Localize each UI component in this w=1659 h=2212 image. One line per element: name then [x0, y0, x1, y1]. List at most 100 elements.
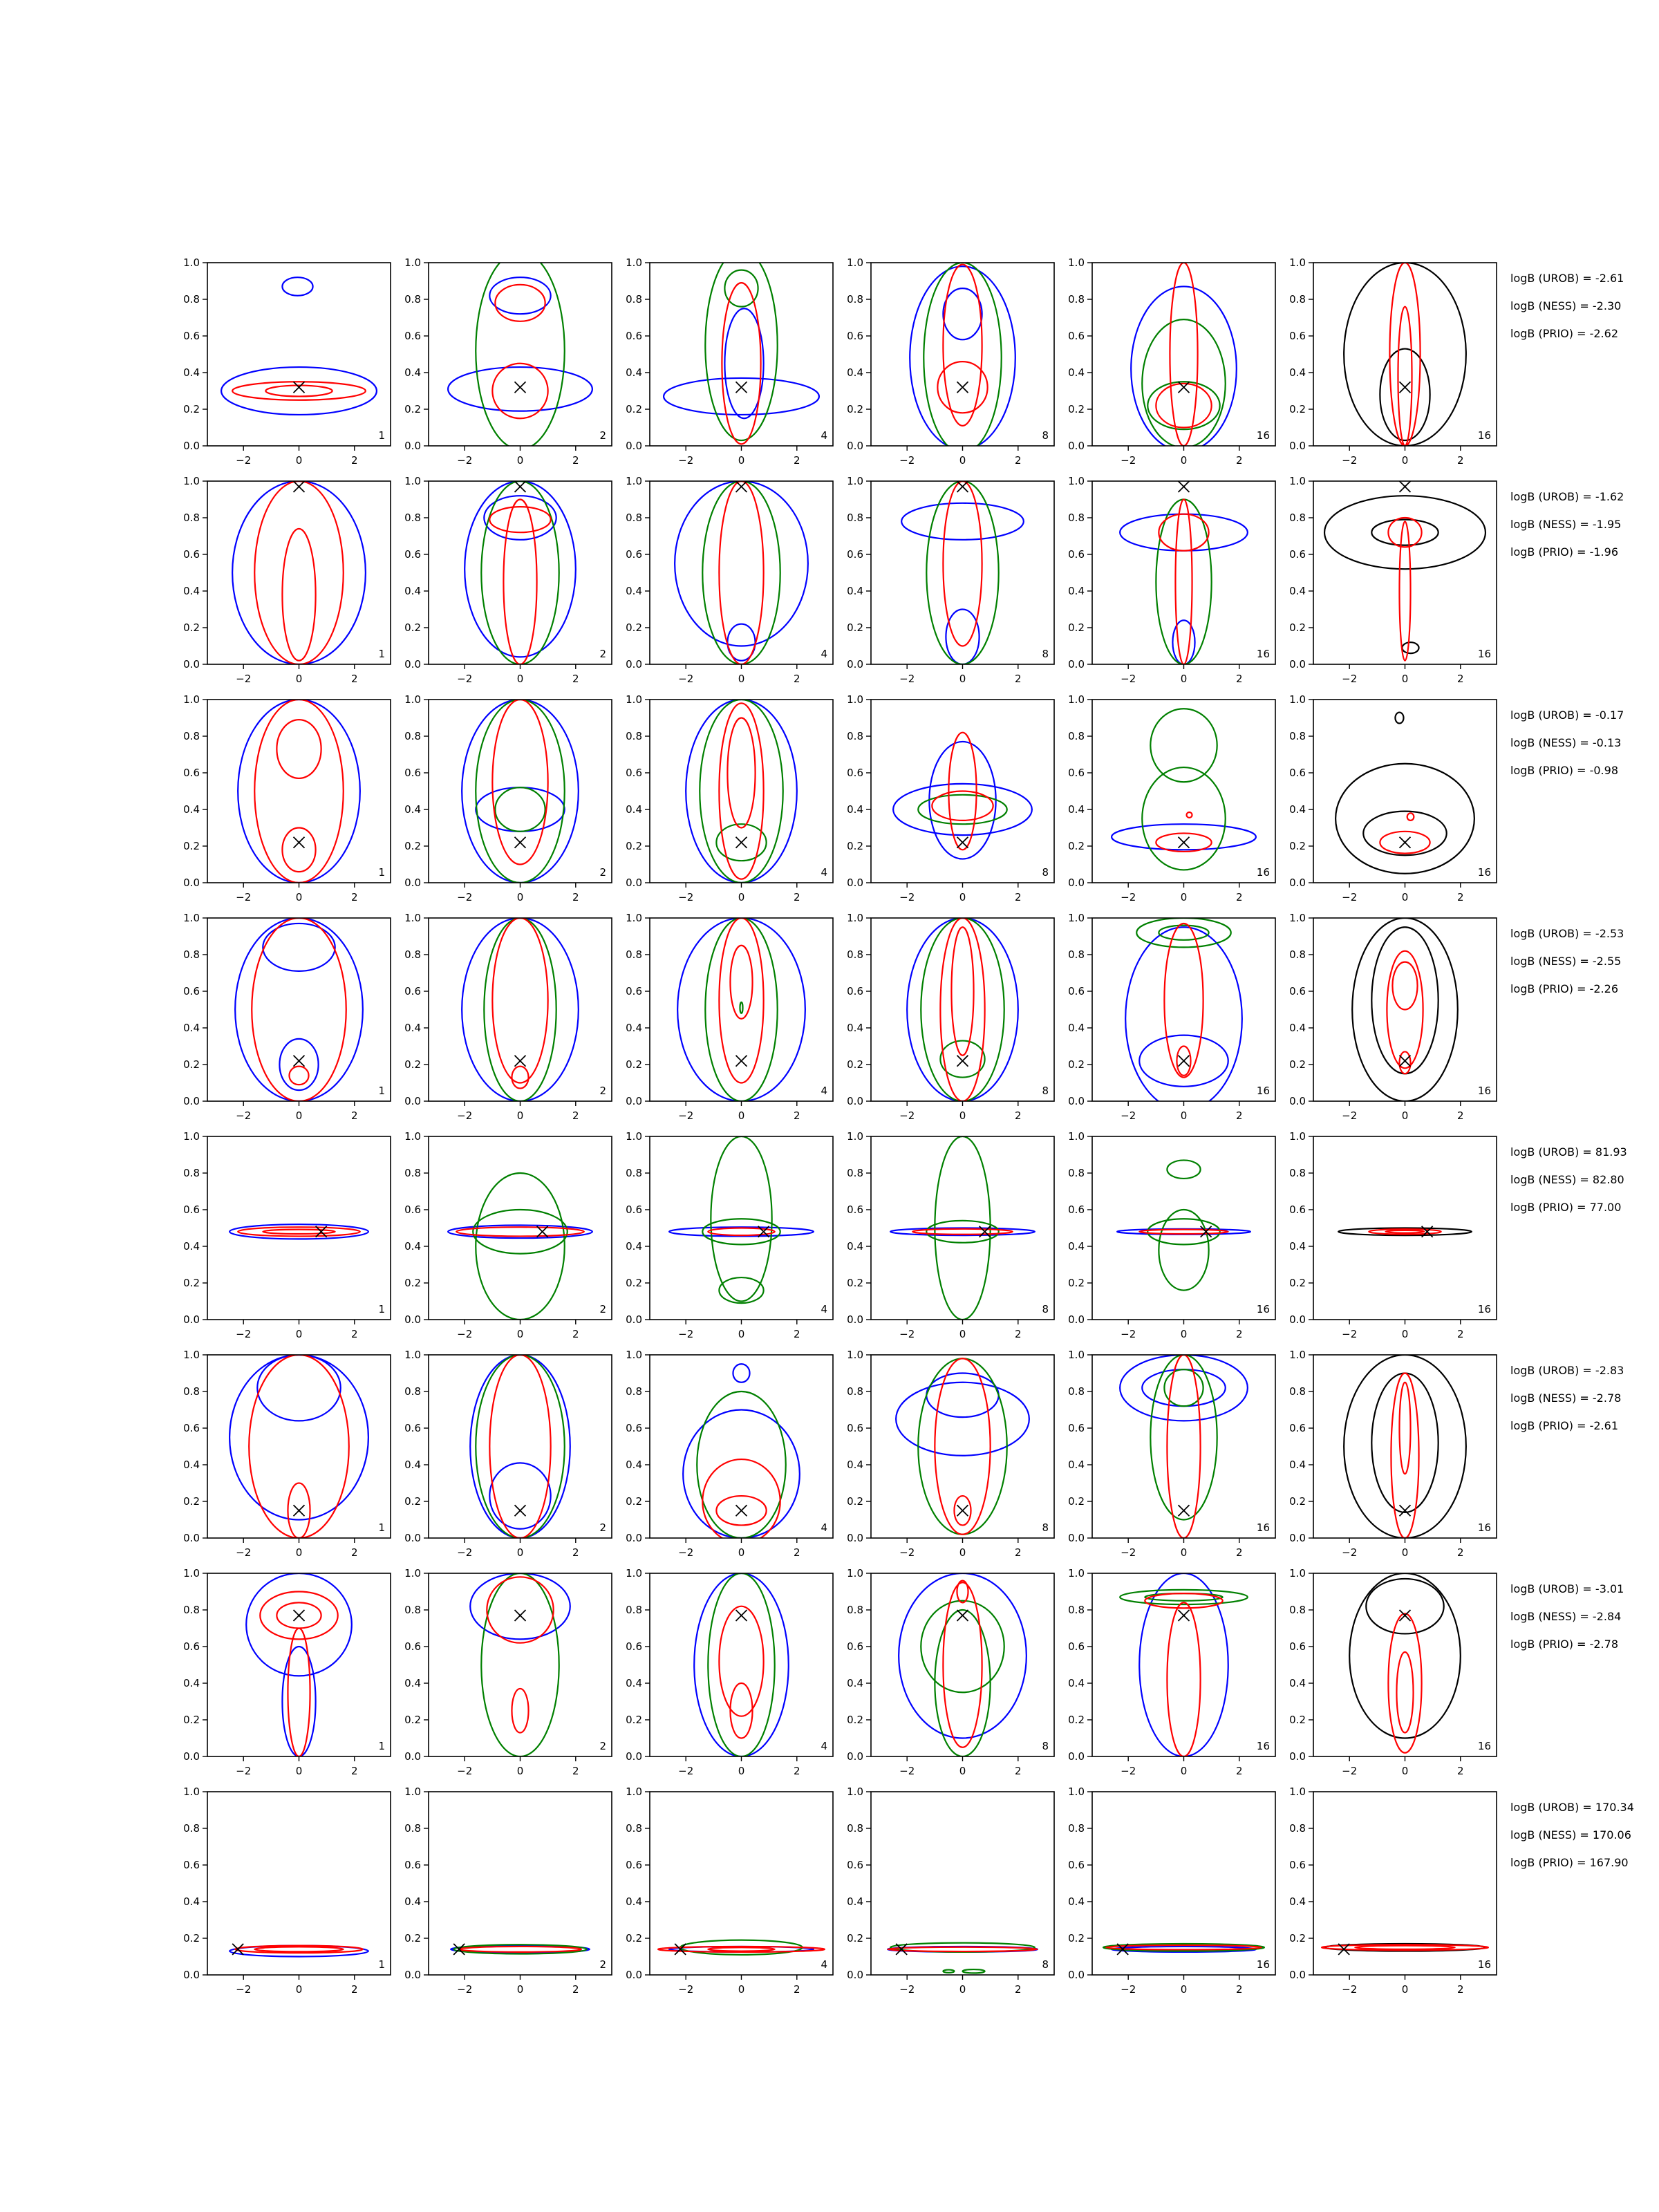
y-tick-label: 1.0	[847, 693, 863, 706]
contour-red	[942, 481, 983, 647]
y-tick-label: 0.0	[183, 1313, 200, 1326]
panel-r2-c5: −2 0 2 0.0 0.2 0.4 0.6 0.8 1.0 16	[1068, 475, 1276, 685]
y-tick-label: 0.8	[1289, 293, 1306, 306]
x-tick-label: 0	[1181, 1109, 1188, 1122]
x-tick-label: −2	[457, 454, 472, 467]
contour-red	[489, 1355, 552, 1538]
contour-group	[450, 1944, 590, 1955]
panel-corner-label: 16	[1257, 429, 1270, 442]
panel-corner-label: 16	[1257, 1303, 1270, 1315]
y-tick-label: 0.6	[847, 767, 863, 779]
contour-blue	[450, 1944, 590, 1954]
y-tick-label: 1.0	[1068, 1130, 1085, 1143]
contour-blue	[464, 481, 577, 658]
contour-group	[909, 263, 1016, 446]
y-tick-label: 0.4	[847, 1240, 863, 1253]
panel-r8-c5: −2 0 2 0.0 0.2 0.4 0.6 0.8 1.0 16	[1068, 1785, 1276, 1996]
true-value-marker	[895, 1943, 908, 1956]
y-tick-label: 1.0	[1068, 1567, 1085, 1580]
y-tick-label: 0.6	[1068, 985, 1085, 997]
x-tick-label: 2	[1015, 1109, 1022, 1122]
logb-annotation: logB (UROB) = -2.61	[1510, 272, 1624, 285]
y-tick-label: 0.2	[626, 1495, 642, 1508]
contour-green	[453, 1944, 588, 1955]
y-tick-label: 0.0	[183, 658, 200, 671]
x-tick-label: 2	[794, 1328, 800, 1340]
y-tick-label: 0.0	[1289, 1750, 1306, 1763]
y-tick-label: 0.4	[626, 1677, 642, 1689]
y-tick-label: 0.4	[404, 1895, 421, 1908]
y-tick-label: 0.0	[183, 1750, 200, 1763]
y-tick-label: 0.8	[183, 948, 200, 961]
y-tick-label: 0.4	[626, 803, 642, 816]
panel-r6-c3: −2 0 2 0.0 0.2 0.4 0.6 0.8 1.0 4	[626, 1349, 834, 1559]
panel-corner-label: 16	[1257, 1740, 1270, 1752]
panel-corner-label: 8	[1042, 648, 1049, 660]
x-tick-label: 0	[517, 1983, 524, 1996]
y-tick-label: 0.2	[626, 1714, 642, 1726]
y-tick-label: 0.4	[183, 1022, 200, 1034]
true-value-marker	[956, 381, 969, 393]
contour-red	[1386, 950, 1424, 1069]
x-tick-label: 0	[738, 673, 745, 685]
contour-group	[892, 731, 1033, 860]
y-tick-label: 0.8	[183, 1167, 200, 1179]
axes-frame	[428, 1573, 612, 1757]
contour-blue	[693, 1573, 789, 1756]
x-tick-label: 2	[1236, 1328, 1243, 1340]
true-value-marker	[956, 1504, 969, 1517]
panel-r3-c2: −2 0 2 0.0 0.2 0.4 0.6 0.8 1.0 2	[404, 693, 612, 903]
y-tick-label: 1.0	[183, 1130, 200, 1143]
contour-red	[707, 1947, 776, 1952]
x-tick-label: 0	[738, 891, 745, 903]
y-tick-label: 0.6	[1289, 330, 1306, 342]
x-tick-label: 0	[296, 1983, 303, 1996]
row-6: −2 0 2 0.0 0.2 0.4 0.6 0.8 1.0 1 −2 0 2 0.0 0.2 0.4 0.6 0…	[183, 1349, 1624, 1559]
x-tick-label: 2	[1236, 454, 1243, 467]
contour-red	[1169, 263, 1199, 446]
contour-blue	[469, 1355, 571, 1538]
contour-group	[234, 918, 364, 1101]
y-tick-label: 0.6	[1068, 1640, 1085, 1653]
y-tick-label: 0.2	[183, 840, 200, 852]
contour-black	[1362, 810, 1447, 856]
true-value-marker	[1177, 480, 1190, 493]
contour-red	[934, 1358, 991, 1535]
y-tick-label: 0.2	[1068, 1058, 1085, 1071]
true-value-marker	[292, 480, 306, 493]
contour-red	[727, 717, 756, 829]
y-tick-label: 1.0	[847, 1349, 863, 1361]
panel-r7-c3: −2 0 2 0.0 0.2 0.4 0.6 0.8 1.0 4	[626, 1567, 834, 1777]
contour-green	[962, 1968, 986, 1974]
y-tick-label: 0.2	[404, 1714, 421, 1726]
contour-blue	[906, 918, 1019, 1101]
contour-green	[926, 481, 1000, 664]
contour-red	[1320, 1944, 1490, 1951]
y-tick-label: 0.2	[1289, 1058, 1306, 1071]
y-tick-label: 0.6	[847, 1640, 863, 1653]
logb-annotation: logB (NESS) = -2.55	[1510, 955, 1621, 968]
y-tick-label: 0.4	[1289, 366, 1306, 379]
contour-red	[1155, 832, 1212, 853]
contour-blue	[1138, 1034, 1229, 1087]
y-tick-label: 0.0	[626, 1095, 642, 1107]
panel-corner-label: 1	[378, 1303, 385, 1315]
y-tick-label: 0.0	[404, 440, 421, 452]
y-tick-label: 0.8	[1068, 1385, 1085, 1398]
y-tick-label: 0.6	[183, 985, 200, 997]
contour-green	[1136, 918, 1232, 948]
row-7: −2 0 2 0.0 0.2 0.4 0.6 0.8 1.0 1 −2 0 2 0.0 0.2 0.4 0.6 0…	[183, 1567, 1624, 1777]
axes-frame	[428, 480, 612, 665]
row-1: −2 0 2 0.0 0.2 0.4 0.6 0.8 1.0 1 −2 0 2 0.0 0.2 0.4 0.6 0…	[183, 256, 1624, 467]
contour-green	[718, 1276, 765, 1304]
contour-blue	[898, 1573, 1027, 1739]
contour-group	[1349, 1573, 1461, 1754]
contour-red	[458, 1945, 582, 1953]
y-tick-label: 1.0	[626, 1567, 642, 1580]
contour-black	[1343, 1355, 1467, 1538]
panel-r5-c6: −2 0 2 0.0 0.2 0.4 0.6 0.8 1.0 16	[1289, 1130, 1497, 1340]
y-tick-label: 0.8	[626, 730, 642, 742]
y-tick-label: 1.0	[404, 1567, 421, 1580]
contour-green	[934, 1609, 991, 1756]
contour-blue	[461, 700, 579, 883]
